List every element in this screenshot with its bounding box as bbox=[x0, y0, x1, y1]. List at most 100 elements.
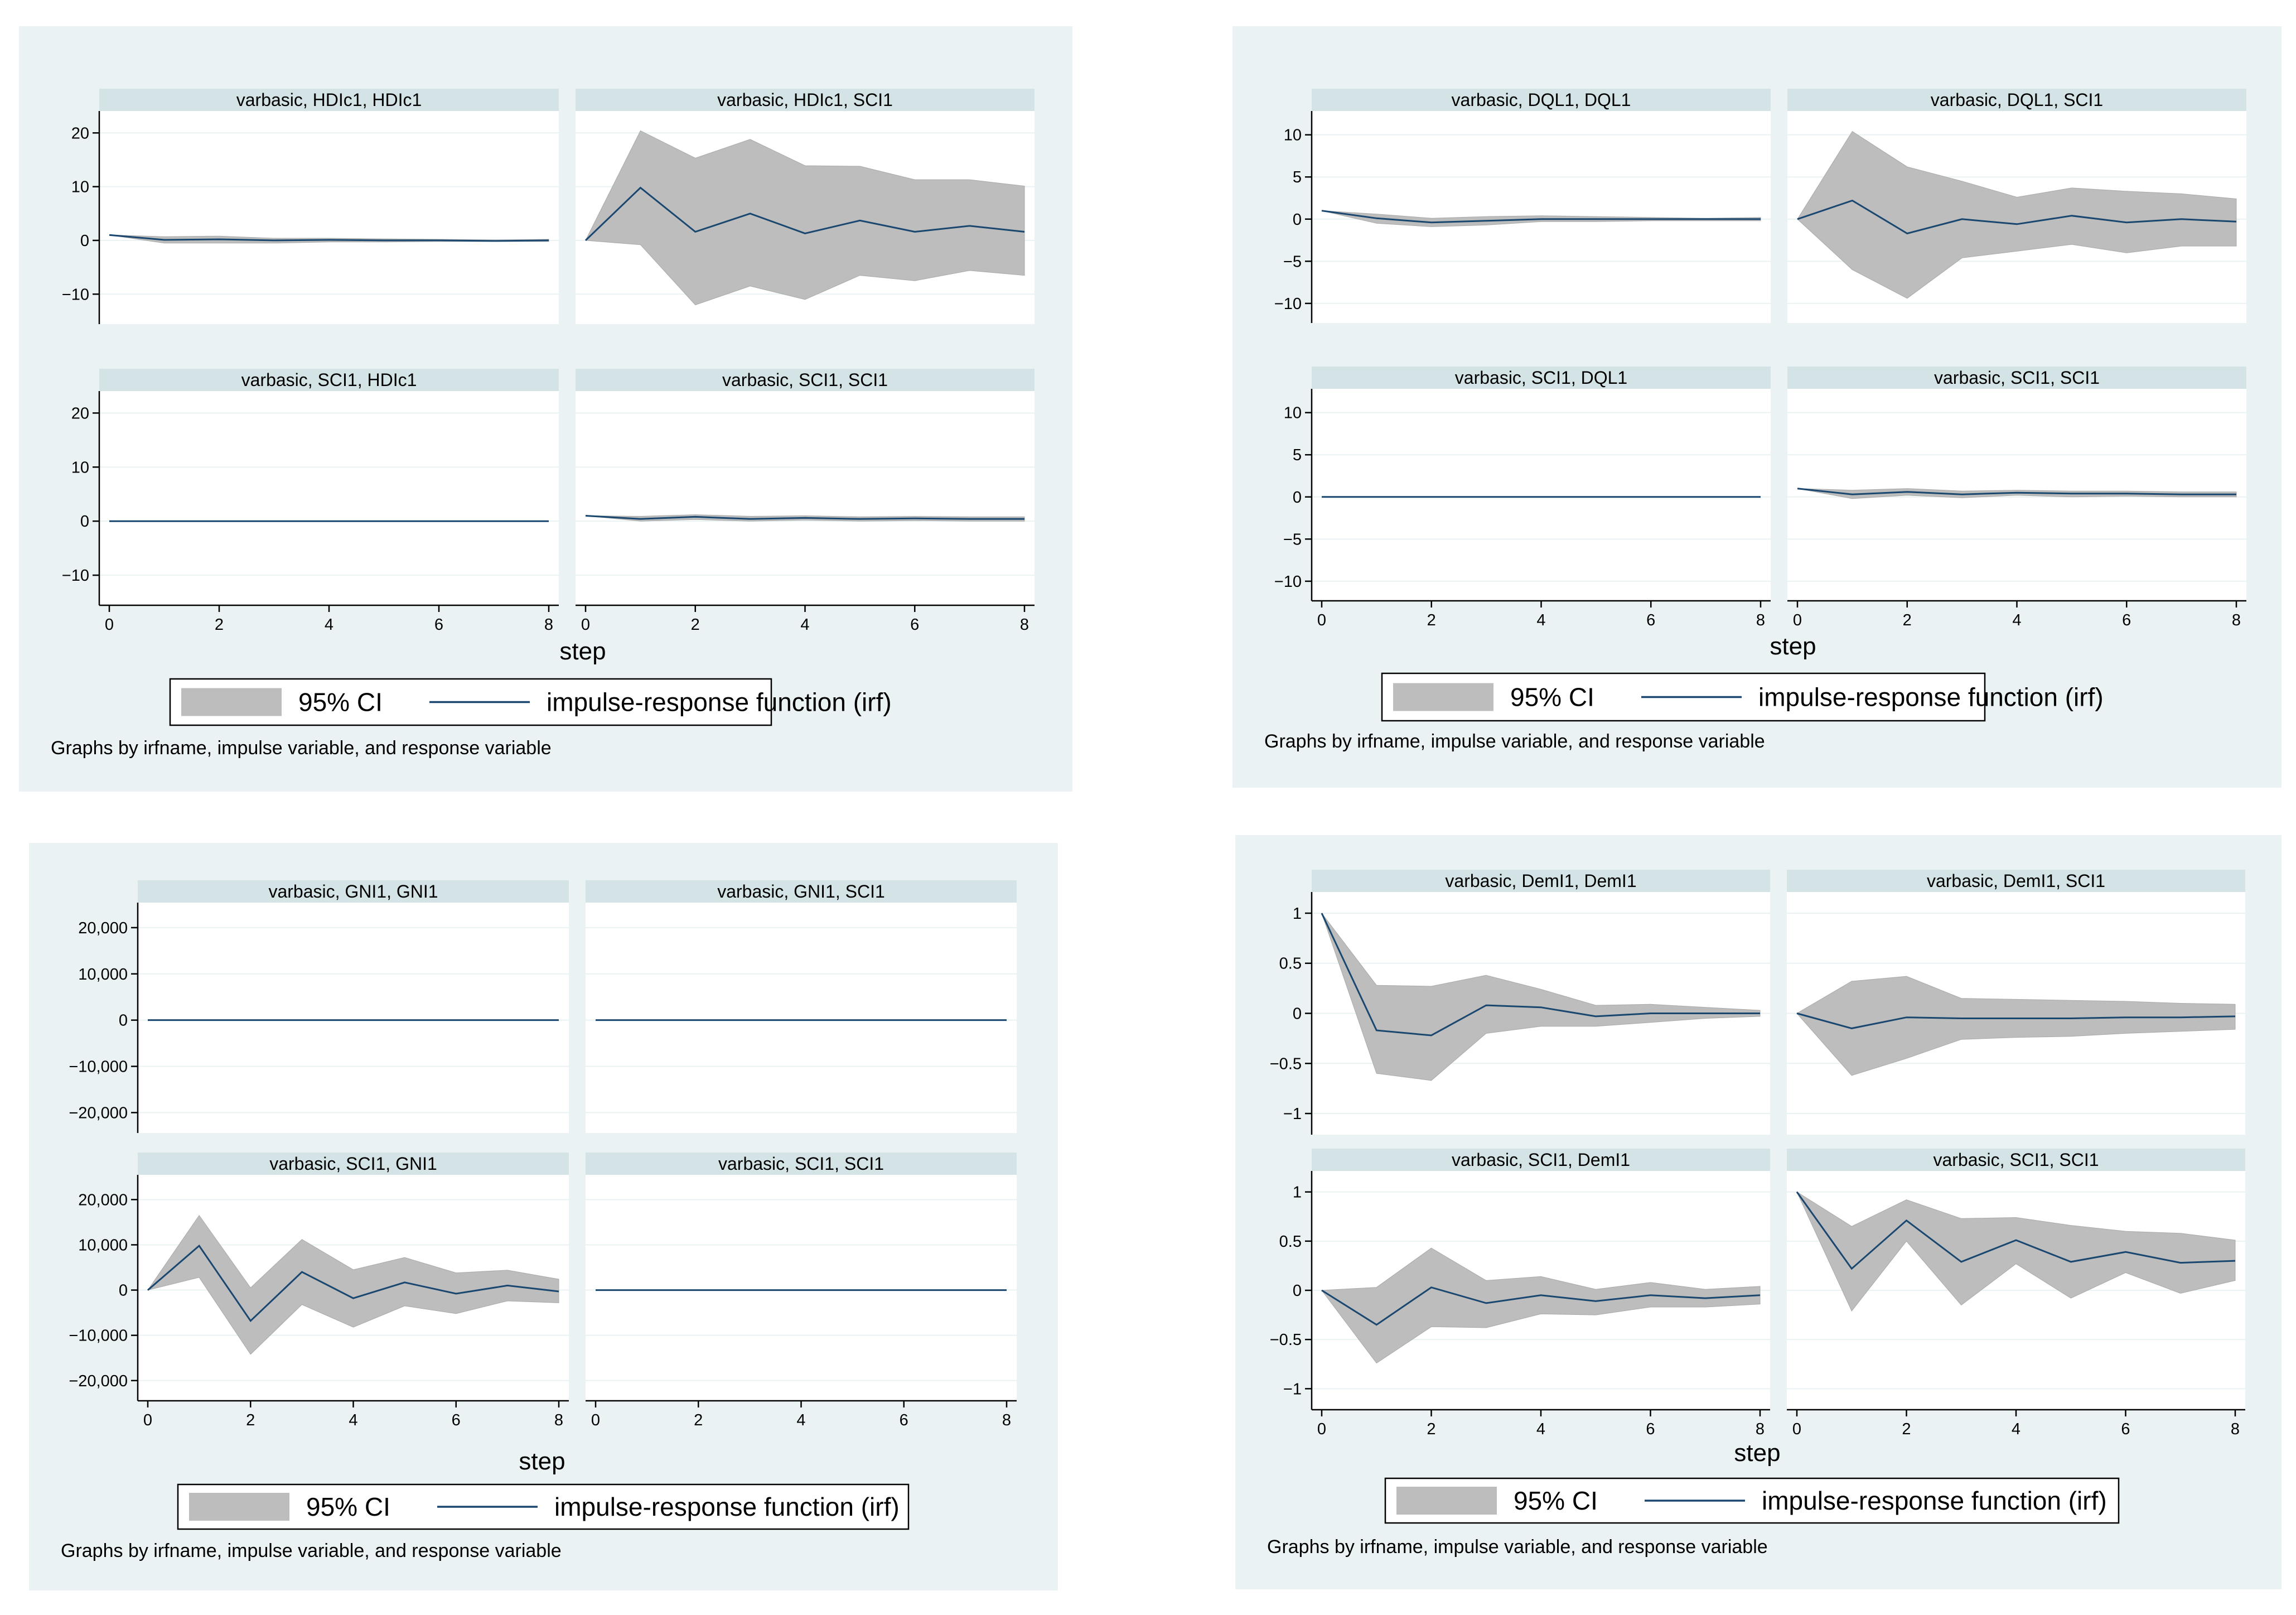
y-tick-label: −10 bbox=[1274, 573, 1302, 591]
legend: 95% CI impulse-response function (irf) bbox=[1384, 1477, 2120, 1524]
panel: varbasic, HDIc1, HDIc1 −10 0 10 20 bbox=[62, 89, 559, 324]
x-tick-label: 8 bbox=[554, 1411, 563, 1429]
plot-area bbox=[99, 391, 559, 605]
x-tick-label: 8 bbox=[1020, 616, 1029, 634]
legend-ci-label: 95% CI bbox=[306, 1492, 390, 1521]
y-tick-label: 0 bbox=[1293, 1005, 1302, 1023]
y-tick-label: −10,000 bbox=[69, 1058, 128, 1076]
x-tick-label: 8 bbox=[544, 616, 553, 634]
x-tick-label: 2 bbox=[1427, 611, 1436, 629]
y-tick-label: 20,000 bbox=[78, 1191, 128, 1209]
x-tick-label: 6 bbox=[2122, 611, 2131, 629]
irf-line bbox=[1796, 1191, 2236, 1270]
x-tick-label: 4 bbox=[2012, 611, 2021, 629]
legend-ci-label: 95% CI bbox=[1514, 1486, 1598, 1515]
legend: 95% CI impulse-response function (irf) bbox=[169, 678, 892, 726]
x-tick-label: 4 bbox=[1536, 1420, 1545, 1438]
x-tick-label: 0 bbox=[1793, 611, 1802, 629]
plot-area bbox=[138, 903, 569, 1133]
y-tick-label: 1 bbox=[1293, 1184, 1302, 1202]
x-tick-label: 2 bbox=[694, 1411, 703, 1429]
legend-ci-swatch bbox=[181, 688, 282, 716]
y-tick-label: −10 bbox=[62, 567, 89, 585]
y-tick-label: 20,000 bbox=[78, 919, 128, 937]
x-tick-label: 8 bbox=[2231, 1420, 2240, 1438]
ci-band bbox=[1796, 1191, 2236, 1312]
panel-title: varbasic, SCI1, DemI1 bbox=[1452, 1150, 1630, 1170]
x-tick-label: 4 bbox=[2012, 1420, 2021, 1438]
panel-strip bbox=[1787, 1149, 2245, 1171]
panel: varbasic, SCI1, DQL1 −10 −5 0 5 10 0 2 4 6 8 bbox=[1274, 367, 1771, 629]
irf-line bbox=[1321, 210, 1761, 224]
x-tick-label: 4 bbox=[800, 616, 809, 634]
x-tick-label: 0 bbox=[1317, 1420, 1326, 1438]
legend-ci-swatch bbox=[1396, 1487, 1497, 1515]
graphs-by-note: Graphs by irfname, impulse variable, and… bbox=[1267, 1536, 1768, 1558]
x-tick-label: 6 bbox=[910, 616, 919, 634]
panel-strip bbox=[1312, 89, 1771, 111]
x-tick-label: 8 bbox=[1756, 611, 1765, 629]
panel-strip bbox=[1787, 870, 2245, 892]
x-tick-label: 2 bbox=[1427, 1420, 1435, 1438]
panel-title: varbasic, SCI1, HDIc1 bbox=[241, 370, 417, 390]
panel: varbasic, SCI1, GNI1 −20,000 −10,000 0 10,00… bbox=[69, 1153, 569, 1429]
x-axis-title: step bbox=[519, 1448, 565, 1475]
legend: 95% CI impulse-response function (irf) bbox=[177, 1483, 910, 1530]
panel-title: varbasic, HDIc1, SCI1 bbox=[717, 90, 893, 110]
panel-strip bbox=[99, 369, 559, 391]
y-tick-label: −0.5 bbox=[1270, 1055, 1302, 1073]
y-tick-label: −1 bbox=[1283, 1380, 1302, 1398]
panel: varbasic, SCI1, DemI1 −1 −0.5 0 0.5 1 0 2 4 6 8 bbox=[1270, 1149, 1770, 1438]
graphs-by-note: Graphs by irfname, impulse variable, and… bbox=[51, 737, 552, 759]
panel-strip bbox=[1312, 870, 1770, 892]
panel-title: varbasic, DemI1, SCI1 bbox=[1927, 871, 2105, 891]
plot-area bbox=[586, 1175, 1017, 1401]
ci-band bbox=[1797, 131, 2237, 299]
legend-ci-label: 95% CI bbox=[298, 688, 383, 717]
x-tick-label: 6 bbox=[1646, 611, 1655, 629]
irf-line bbox=[585, 515, 1024, 520]
panel-title: varbasic, DQL1, SCI1 bbox=[1931, 90, 2103, 110]
y-tick-label: 0 bbox=[119, 1282, 128, 1300]
legend-irf-label: impulse-response function (irf) bbox=[547, 688, 892, 717]
figure-gni: varbasic, GNI1, GNI1 −20,000 −10,000 0 10,00… bbox=[29, 843, 1058, 1590]
y-tick-label: 0 bbox=[1293, 211, 1302, 229]
legend-box bbox=[177, 1483, 910, 1530]
x-tick-label: 2 bbox=[691, 616, 700, 634]
panel-title: varbasic, HDIc1, HDIc1 bbox=[236, 90, 422, 110]
legend-box bbox=[1384, 1477, 2120, 1524]
x-tick-label: 0 bbox=[1317, 611, 1326, 629]
x-tick-label: 2 bbox=[1902, 1420, 1911, 1438]
y-tick-label: 0 bbox=[119, 1012, 128, 1030]
panel-title: varbasic, SCI1, SCI1 bbox=[1934, 368, 2100, 388]
graphs-by-note: Graphs by irfname, impulse variable, and… bbox=[1264, 731, 1765, 752]
y-tick-label: 20 bbox=[71, 404, 89, 422]
x-tick-label: 0 bbox=[581, 616, 590, 634]
legend-irf-label: impulse-response function (irf) bbox=[554, 1492, 900, 1521]
x-tick-label: 4 bbox=[796, 1411, 805, 1429]
legend-ci-swatch bbox=[1393, 683, 1493, 711]
irf-line bbox=[1797, 488, 2236, 495]
panel: varbasic, SCI1, SCI1 0 2 4 6 8 bbox=[1787, 1149, 2245, 1438]
graphs-by-note: Graphs by irfname, impulse variable, and… bbox=[61, 1540, 562, 1561]
panel-title: varbasic, SCI1, SCI1 bbox=[722, 370, 888, 390]
y-tick-label: 10 bbox=[1284, 404, 1302, 422]
x-tick-label: 6 bbox=[452, 1411, 461, 1429]
figure-dql: varbasic, DQL1, DQL1 −10 −5 0 5 10 varbasic, D… bbox=[1232, 26, 2282, 788]
panel-strip bbox=[1312, 1149, 1770, 1171]
panel: varbasic, DemI1, DemI1 −1 −0.5 0 0.5 1 bbox=[1270, 870, 1770, 1135]
x-tick-label: 4 bbox=[349, 1411, 357, 1429]
panel-title: varbasic, DQL1, DQL1 bbox=[1452, 90, 1631, 110]
panel-strip bbox=[99, 89, 559, 111]
x-tick-label: 2 bbox=[246, 1411, 255, 1429]
panel-strip bbox=[576, 89, 1035, 111]
x-tick-label: 2 bbox=[1903, 611, 1912, 629]
x-tick-label: 6 bbox=[434, 616, 443, 634]
panel-title: varbasic, SCI1, SCI1 bbox=[1934, 1150, 2099, 1170]
legend: 95% CI impulse-response function (irf) bbox=[1381, 672, 2104, 722]
y-tick-label: 0.5 bbox=[1279, 955, 1302, 973]
y-tick-label: 0 bbox=[80, 232, 89, 250]
figure-gni-svg: varbasic, GNI1, GNI1 −20,000 −10,000 0 10,00… bbox=[61, 880, 1017, 1561]
panel-title: varbasic, GNI1, GNI1 bbox=[268, 881, 438, 901]
